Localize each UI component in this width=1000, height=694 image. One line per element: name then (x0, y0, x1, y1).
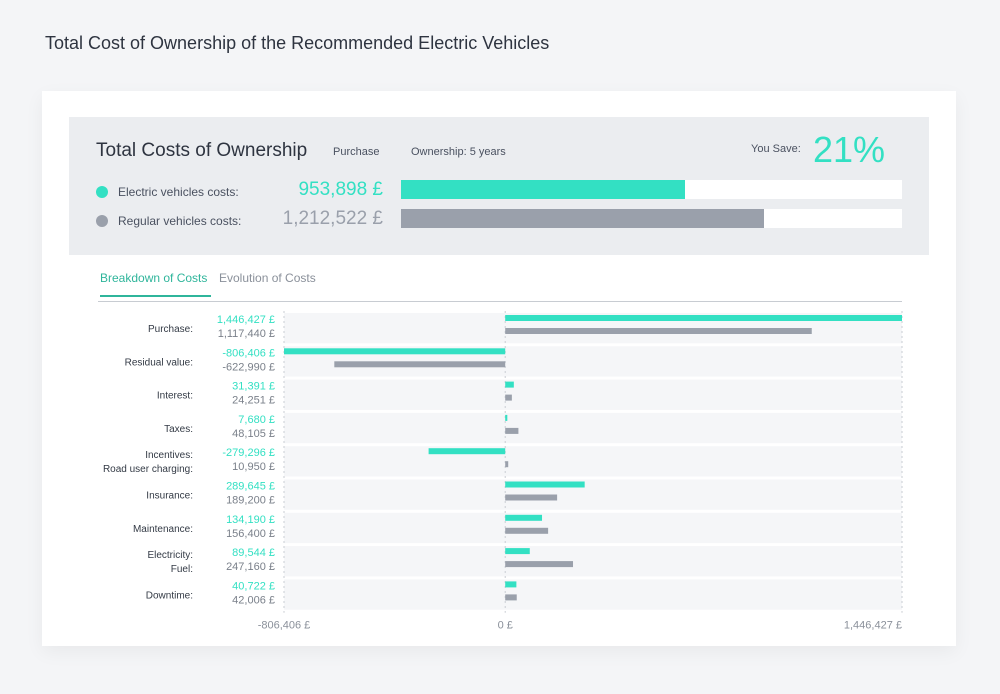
regular-value-label: 189,200 £ (226, 495, 275, 507)
category-label: Maintenance: (133, 524, 193, 535)
row-background (284, 412, 902, 444)
ev-value-label: 7,680 £ (238, 414, 275, 426)
row-background (284, 379, 902, 410)
purchase-tab[interactable]: Purchase (333, 146, 380, 158)
x-tick-label: 1,446,427 £ (844, 620, 902, 632)
category-label: Insurance: (146, 491, 193, 502)
category-label: Incentives: (145, 450, 193, 461)
regular-costs-bar-fill (401, 209, 764, 228)
row-background (284, 546, 902, 577)
regular-bar (505, 561, 574, 568)
ev-bar (505, 481, 585, 488)
summary-panel: Total Costs of Ownership Purchase Owners… (69, 117, 929, 255)
regular-bar (334, 361, 506, 368)
regular-bar (505, 461, 509, 468)
category-label: Taxes: (164, 424, 193, 435)
row-background (284, 479, 902, 510)
regular-value-label: 247,160 £ (226, 561, 275, 573)
ev-value-label: 289,645 £ (226, 481, 275, 493)
regular-legend-dot (96, 215, 108, 227)
regular-value-label: 24,251 £ (232, 395, 275, 407)
ev-legend-dot (96, 186, 108, 198)
regular-value-label: -622,990 £ (222, 361, 275, 373)
x-tick-label: 0 £ (498, 620, 513, 632)
regular-costs-label: Regular vehicles costs: (118, 214, 242, 228)
you-save-label: You Save: (751, 143, 801, 155)
breakdown-chart: -806,406 £ 0 £ 1,446,427 £ Purchase: 1,446,4… (103, 311, 903, 632)
ev-bar (505, 381, 514, 388)
row-background (284, 579, 902, 610)
category-label: Road user charging: (103, 464, 193, 475)
row-background (284, 512, 902, 544)
category-label: Electricity: (147, 550, 193, 561)
regular-bar (505, 594, 517, 601)
ev-value-label: 89,544 £ (232, 547, 275, 559)
row-background (284, 446, 902, 477)
category-label: Residual value: (125, 357, 193, 368)
regular-value-label: 48,105 £ (232, 428, 275, 440)
ev-value-label: 40,722 £ (232, 580, 275, 592)
ev-bar (505, 414, 508, 421)
category-label: Downtime: (146, 590, 193, 601)
ev-costs-bar-fill (401, 180, 686, 199)
tco-card: Total Costs of Ownership Purchase Owners… (42, 91, 956, 646)
ev-costs-label: Electric vehicles costs: (118, 185, 239, 199)
ownership-tab[interactable]: Ownership: 5 years (411, 146, 506, 158)
you-save-value: 21% (813, 129, 886, 170)
x-tick-label: -806,406 £ (258, 620, 311, 632)
tab-evolution-of-costs[interactable]: Evolution of Costs (219, 271, 316, 285)
ev-bar (505, 581, 517, 588)
ev-value-label: -806,406 £ (222, 347, 275, 359)
regular-bar (505, 394, 512, 401)
regular-costs-bar (401, 209, 902, 228)
regular-value-label: 42,006 £ (232, 594, 275, 606)
ev-value-label: -279,296 £ (222, 447, 275, 459)
ev-bar (428, 448, 506, 455)
page-title: Total Cost of Ownership of the Recommend… (45, 33, 550, 53)
summary-title: Total Costs of Ownership (96, 140, 308, 161)
ev-value-label: 134,190 £ (226, 514, 275, 526)
ev-bar (505, 514, 543, 521)
ev-bar (505, 315, 902, 321)
ev-bar (284, 348, 506, 355)
category-label: Purchase: (148, 324, 193, 335)
ev-value-label: 1,446,427 £ (217, 314, 275, 326)
regular-bar (505, 494, 558, 501)
regular-value-label: 156,400 £ (226, 528, 275, 540)
category-label: Interest: (157, 391, 193, 402)
regular-bar (505, 427, 519, 434)
ev-costs-value: 953,898 £ (298, 179, 383, 200)
regular-bar (505, 527, 549, 534)
category-label: Fuel: (171, 564, 193, 575)
regular-costs-value: 1,212,522 £ (282, 208, 383, 229)
ev-costs-bar (401, 180, 902, 199)
breakdown-tabs: Breakdown of Costs Evolution of Costs (98, 271, 902, 302)
regular-value-label: 1,117,440 £ (218, 328, 275, 340)
tab-breakdown-of-costs[interactable]: Breakdown of Costs (100, 271, 212, 297)
ev-bar (505, 548, 530, 555)
regular-value-label: 10,950 £ (232, 461, 275, 473)
ev-value-label: 31,391 £ (232, 381, 275, 393)
regular-bar (505, 328, 812, 334)
